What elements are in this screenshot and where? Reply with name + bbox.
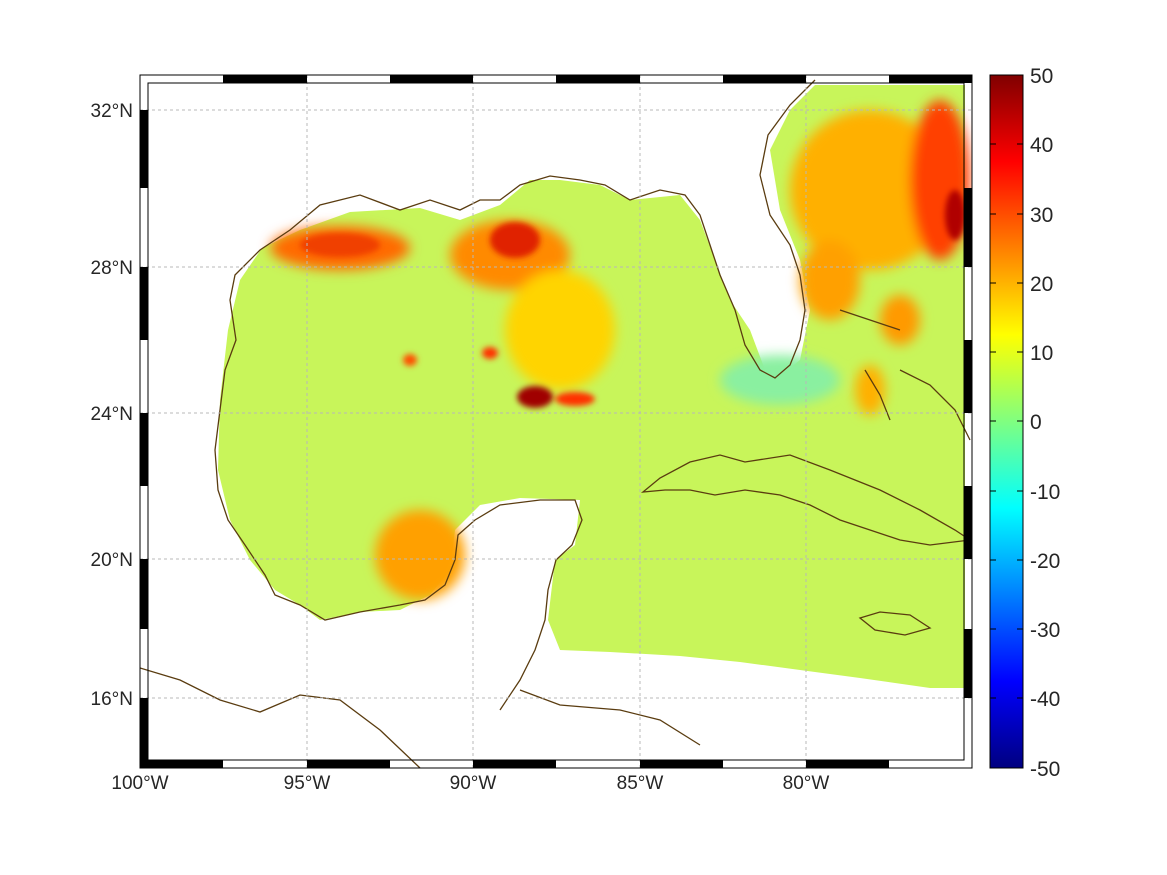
lat-label: 16°N — [91, 689, 133, 710]
colorbar-tick-label: 50 — [1030, 65, 1053, 88]
longitude-labels: 100°W 95°W 90°W 85°W 80°W — [111, 773, 829, 794]
colorbar-tick-label: -20 — [1030, 550, 1060, 573]
warm-anomalies — [270, 100, 970, 600]
colorbar-tick-label: 0 — [1030, 411, 1042, 434]
lon-label: 80°W — [783, 773, 830, 794]
colorbar-tick-label: -10 — [1030, 481, 1060, 504]
bahamas — [839, 309, 971, 441]
lon-label: 100°W — [111, 773, 168, 794]
colorbar: 50 40 30 20 10 0 -10 -20 -30 -40 -50 — [989, 65, 1060, 781]
colorbar-tick-label: 10 — [1030, 342, 1053, 365]
colorbar-labels: 50 40 30 20 10 0 -10 -20 -30 -40 -50 — [1030, 65, 1060, 781]
lat-label: 20°N — [91, 550, 133, 571]
lat-label: 32°N — [91, 101, 133, 122]
lat-label: 28°N — [91, 258, 133, 279]
map-panel — [140, 75, 972, 768]
lon-label: 90°W — [450, 773, 497, 794]
grid-lines — [140, 75, 972, 768]
gulf-coastline — [214, 79, 816, 711]
lat-label: 24°N — [91, 404, 133, 425]
hotspots — [300, 190, 965, 408]
colorbar-tick-label: 20 — [1030, 273, 1053, 296]
colorbar-tick-label: 40 — [1030, 134, 1053, 157]
colorbar-tick-label: -30 — [1030, 619, 1060, 642]
colorbar-tick-label: 30 — [1030, 204, 1053, 227]
colorbar-tick-label: -40 — [1030, 688, 1060, 711]
colorbar-tick-label: -50 — [1030, 758, 1060, 781]
latitude-labels: 32°N 28°N 24°N 20°N 16°N — [91, 101, 133, 710]
lon-label: 85°W — [617, 773, 664, 794]
coastlines — [140, 79, 972, 768]
colorbar-ticks — [990, 143, 1023, 699]
jamaica — [858, 611, 932, 636]
map-frame — [139, 74, 973, 769]
lon-label: 95°W — [284, 773, 331, 794]
central-america-coast — [140, 667, 701, 768]
cuba — [640, 454, 972, 546]
